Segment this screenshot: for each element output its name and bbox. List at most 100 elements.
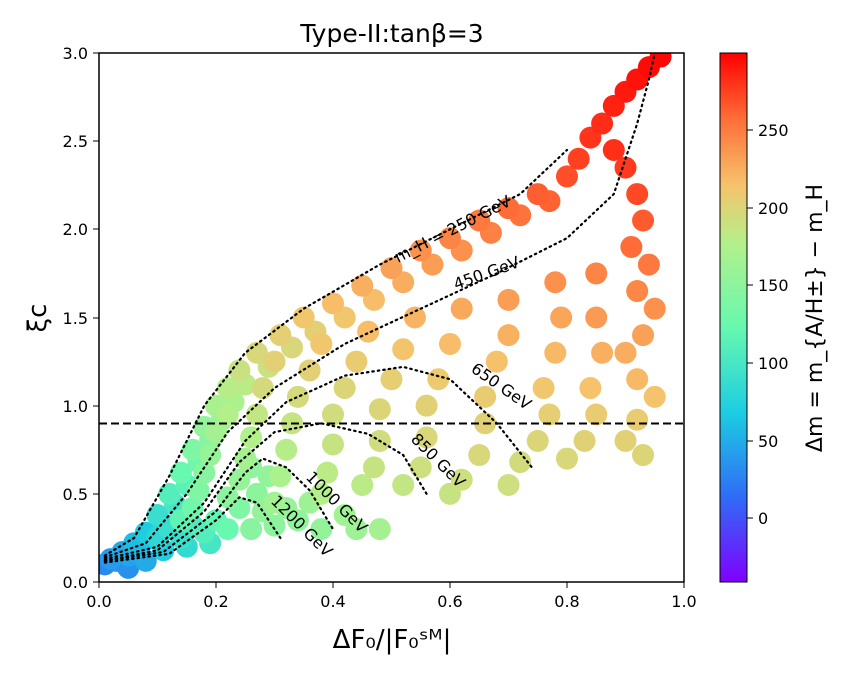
scatter-point (649, 53, 672, 68)
scatter-point (158, 482, 181, 505)
x-tick-label: 0.8 (554, 592, 579, 611)
scatter-point (333, 377, 356, 400)
y-axis-ticks: 0.0 0.5 1.0 1.5 2.0 2.5 3.0 (63, 44, 99, 592)
x-tick-label: 1.0 (671, 592, 696, 611)
x-axis-label: ΔF₀/|F₀ˢᴹ| (333, 625, 452, 655)
scatter-point (509, 451, 532, 474)
scatter-point (409, 239, 432, 262)
colorbar-tick-label: 50 (758, 432, 778, 451)
scatter-point (427, 368, 450, 391)
scatter-point (602, 138, 625, 161)
scatter-point (392, 338, 415, 361)
scatter-point (362, 456, 385, 479)
scatter-point (368, 518, 391, 541)
scatter-point (626, 183, 649, 206)
x-tick-label: 0.2 (203, 592, 228, 611)
colorbar-tick-label: 100 (758, 354, 789, 373)
scatter-point (181, 438, 204, 461)
scatter-point (310, 332, 333, 355)
scatter-point (240, 426, 263, 449)
scatter-point (187, 479, 210, 502)
colorbar-tick-label: 250 (758, 121, 789, 140)
scatter-point (632, 324, 655, 347)
scatter-point (205, 421, 227, 444)
contour-line (103, 148, 569, 557)
scatter-point (591, 112, 614, 135)
scatter-point (234, 447, 257, 470)
scatter-point (169, 461, 192, 484)
scatter-point (292, 306, 315, 329)
scatter-point (240, 518, 263, 541)
scatter-point (269, 465, 292, 488)
scatter-point (626, 280, 649, 303)
scatter-point (181, 496, 204, 519)
scatter-point (351, 474, 374, 497)
scatter-point (392, 474, 415, 497)
contour-lines (103, 53, 656, 564)
scatter-point (526, 183, 549, 206)
scatter-point (532, 377, 555, 400)
scatter-point (322, 292, 344, 315)
scatter-point (526, 429, 549, 452)
scatter-point (415, 426, 438, 449)
scatter-point (199, 444, 222, 467)
scatter-point (474, 385, 497, 408)
scatter-point (228, 359, 251, 382)
scatter-point (351, 274, 374, 297)
scatter-point (251, 377, 274, 400)
scatter-point (409, 456, 432, 479)
scatter-point (322, 403, 344, 426)
scatter-point (585, 262, 608, 285)
scatter-point (298, 359, 321, 382)
scatter-point (322, 433, 344, 456)
scatter-point (468, 209, 491, 232)
scatter-point (585, 306, 608, 329)
scatter-point (497, 324, 520, 347)
scatter-point (216, 377, 239, 400)
scatter-point (468, 444, 491, 467)
scatter-point (591, 341, 614, 364)
scatter-point (550, 306, 573, 329)
scatter-point (368, 398, 391, 421)
scatter-point (333, 503, 356, 526)
chart-title: Type-II:tanβ=3 (299, 19, 483, 48)
scatter-point (620, 235, 643, 258)
contour-line (103, 457, 335, 562)
scatter-point (485, 350, 508, 373)
x-axis-ticks: 0.0 0.2 0.4 0.6 0.8 1.0 (86, 582, 697, 611)
scatter-point (614, 429, 637, 452)
y-tick-label: 2.0 (63, 220, 88, 239)
scatter-point (497, 474, 520, 497)
scatter-point (310, 518, 333, 541)
contour-line (103, 496, 282, 564)
scatter-point (245, 482, 268, 505)
scatter-point (556, 447, 578, 470)
contour-line (103, 365, 534, 561)
colorbar (719, 52, 748, 583)
x-tick-label: 0.0 (86, 592, 111, 611)
scatter-point (632, 444, 655, 467)
y-tick-label: 1.0 (63, 397, 88, 416)
scatter-point (626, 408, 649, 431)
scatter-point (357, 320, 380, 343)
y-tick-label: 0.5 (63, 485, 88, 504)
scatter-point (637, 253, 660, 276)
scatter-point (538, 403, 561, 426)
scatter-point (573, 429, 596, 452)
y-tick-label: 0.0 (63, 573, 88, 592)
scatter-point (579, 377, 602, 400)
scatter-point (567, 147, 590, 170)
contour-line (103, 53, 656, 559)
scatter-point (269, 324, 292, 347)
scatter-point (544, 271, 567, 294)
scatter-point (450, 297, 473, 320)
scatter-point (380, 368, 403, 391)
scatter-points (99, 53, 672, 579)
y-tick-label: 2.5 (63, 132, 88, 151)
scatter-point (632, 209, 655, 232)
scatter-point (193, 461, 216, 484)
scatter-point (263, 491, 286, 514)
contour-line (103, 422, 428, 562)
scatter-point (439, 332, 461, 355)
